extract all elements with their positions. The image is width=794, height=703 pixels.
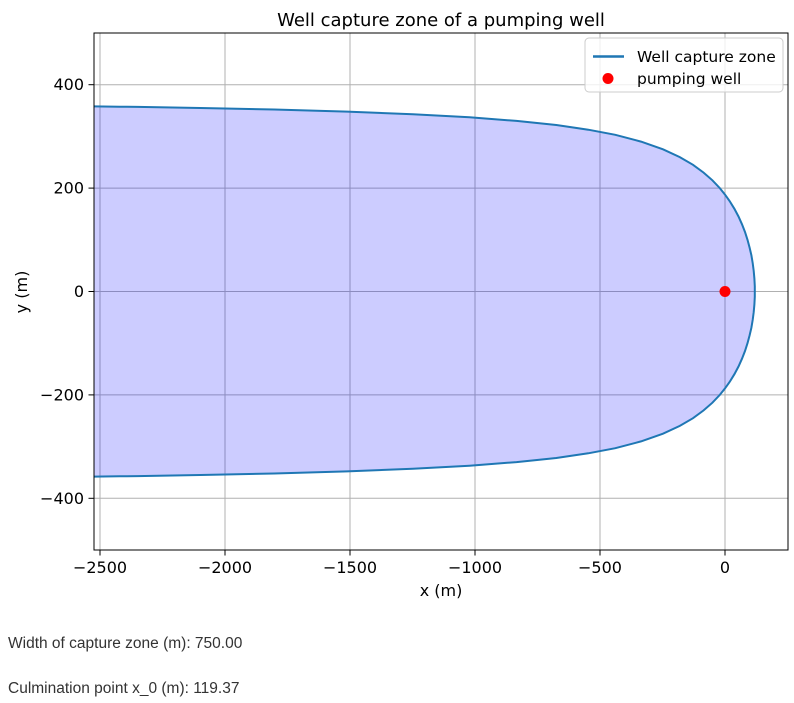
x-tick-label: −1000: [448, 558, 502, 577]
x-tick-label: −2500: [73, 558, 127, 577]
y-tick-label: 0: [74, 282, 84, 301]
x-tick-label: −1500: [323, 558, 377, 577]
capture-zone-fill: [94, 106, 755, 477]
legend-label-pumping-well: pumping well: [637, 70, 741, 88]
x-tick-label: −2000: [198, 558, 252, 577]
x-axis-label: x (m): [420, 581, 463, 600]
legend-label-capture-zone: Well capture zone: [637, 48, 776, 66]
capture-zone-chart: −2500 −2000 −1500 −1000 −500 0−400−2000200400…: [12, 10, 789, 600]
y-axis-label: y (m): [12, 271, 31, 314]
result-culmination-point: Culmination point x_0 (m): 119.37: [8, 680, 240, 697]
legend-box: [584, 37, 784, 93]
result-width-of-capture-zone: Width of capture zone (m): 750.00: [8, 635, 243, 652]
x-tick-label: −500: [578, 558, 622, 577]
chart-title: Well capture zone of a pumping well: [277, 10, 605, 31]
y-tick-label: −400: [40, 489, 84, 508]
legend-dot-sample: [602, 73, 614, 84]
pumping-well-marker: [719, 286, 731, 297]
y-tick-label: 200: [53, 179, 84, 198]
x-tick-label: 0: [720, 558, 730, 577]
y-tick-label: 400: [53, 75, 84, 94]
plot-data-layer: [94, 105, 756, 478]
legend: Well capture zone pumping well: [584, 37, 784, 93]
figure: −2500 −2000 −1500 −1000 −500 0 −400 −200 0 200 400…: [12, 10, 789, 600]
y-tick-label: −200: [40, 385, 84, 404]
capture-zone-curve: [94, 105, 756, 478]
